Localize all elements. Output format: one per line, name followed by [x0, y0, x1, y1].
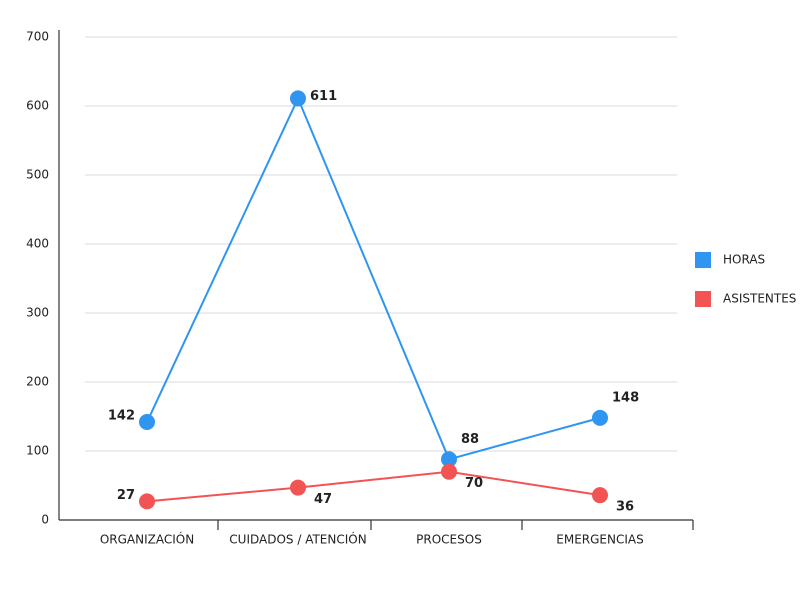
data-label: 88 [461, 432, 479, 447]
data-label: 27 [117, 488, 135, 503]
legend-swatch [695, 252, 711, 268]
y-tick-label: 700 [26, 30, 49, 44]
legend-swatch [695, 291, 711, 307]
x-tick-label: ORGANIZACIÓN [100, 532, 194, 547]
y-tick-label: 600 [26, 99, 49, 113]
x-tick-label: PROCESOS [416, 533, 482, 547]
data-label: 148 [612, 390, 639, 405]
data-point [592, 487, 608, 504]
data-point [290, 479, 306, 496]
data-point [139, 493, 155, 510]
data-label: 36 [616, 500, 634, 515]
legend-label: HORAS [723, 253, 765, 267]
series-line [146, 470, 601, 503]
y-tick-label: 400 [26, 237, 49, 251]
x-tick-label: EMERGENCIAS [556, 533, 643, 547]
data-label: 70 [465, 476, 483, 491]
data-point [441, 463, 457, 480]
y-tick-label: 300 [26, 306, 49, 320]
data-point [139, 414, 155, 431]
legend-label: ASISTENTES [723, 292, 796, 306]
y-tick-label: 500 [26, 168, 49, 182]
series-line [146, 95, 601, 461]
y-tick-label: 100 [26, 444, 49, 458]
data-label: 47 [314, 492, 332, 507]
x-tick-label: CUIDADOS / ATENCIÓN [229, 532, 366, 547]
y-tick-label: 0 [41, 513, 49, 527]
data-point [290, 90, 306, 107]
data-label: 142 [108, 409, 135, 424]
data-point [441, 451, 457, 468]
data-point [592, 409, 608, 426]
y-tick-label: 200 [26, 375, 49, 389]
data-label: 611 [310, 89, 337, 104]
